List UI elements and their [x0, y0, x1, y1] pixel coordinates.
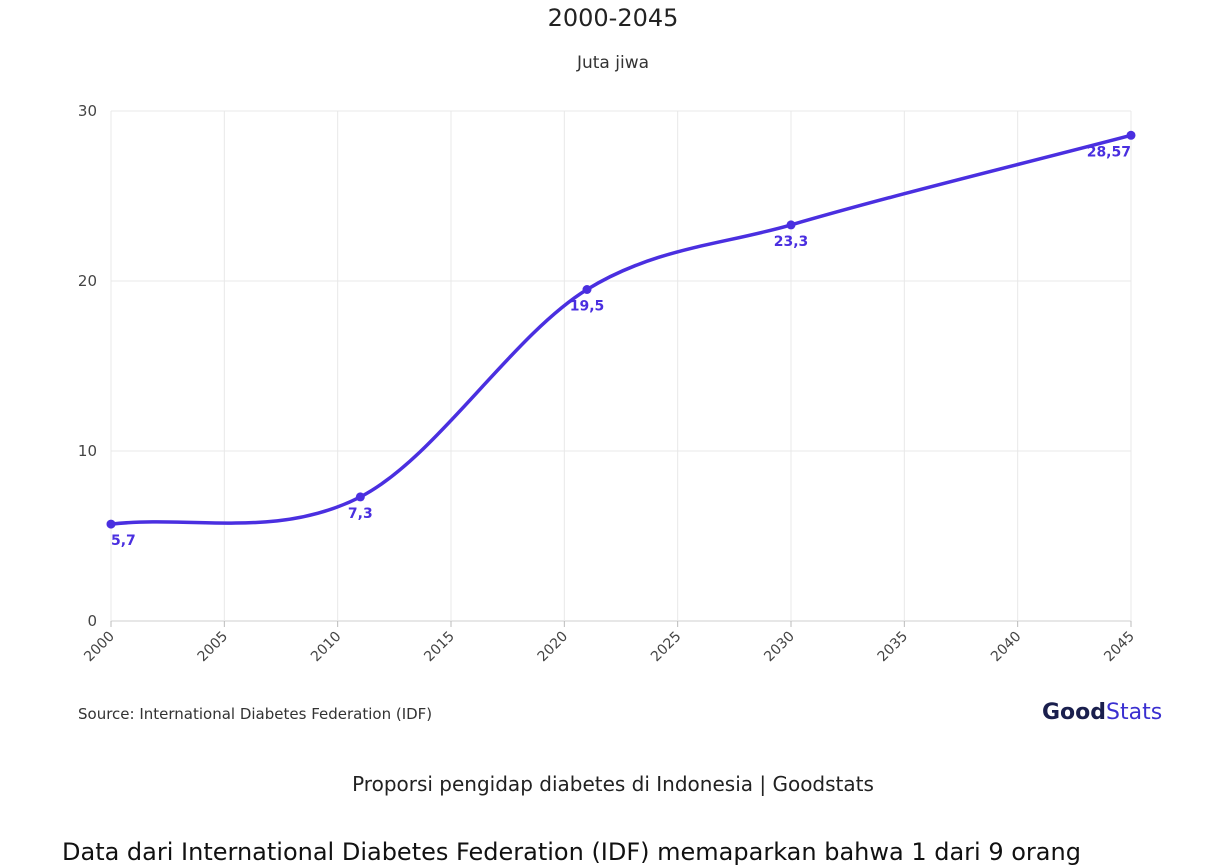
data-label: 28,57: [1087, 144, 1131, 160]
x-tick-label: 2040: [988, 629, 1025, 666]
data-labels: 5,7 7,3 19,5 23,3 28,57: [111, 144, 1131, 549]
data-point: [106, 519, 116, 529]
data-label: 23,3: [774, 234, 809, 250]
y-tick-label: 0: [87, 612, 97, 630]
unit-label: Juta jiwa: [576, 53, 650, 73]
x-tick-label: 2035: [875, 629, 912, 666]
data-label: 5,7: [111, 533, 136, 549]
y-tick-label: 20: [78, 272, 97, 290]
data-label: 19,5: [570, 299, 605, 315]
data-label: 7,3: [348, 506, 373, 522]
x-tick-label: 2015: [421, 629, 458, 666]
data-point: [786, 220, 796, 230]
x-tick-label: 2005: [195, 629, 232, 666]
x-tick-label: 2030: [761, 629, 798, 666]
y-tick-label: 10: [78, 442, 97, 460]
series-line: [109, 133, 1133, 526]
x-tick-label: 2020: [535, 629, 572, 666]
data-points: [106, 130, 1136, 529]
source-note: Source: International Diabetes Federatio…: [78, 705, 433, 723]
grid-lines: [110, 110, 1132, 627]
image-caption: Proporsi pengidap diabetes di Indonesia …: [352, 772, 874, 796]
x-tick-label: 2045: [1101, 629, 1138, 666]
data-point: [582, 285, 592, 294]
data-point: [1126, 130, 1136, 140]
goodstats-logo: GoodStats: [1042, 700, 1163, 725]
chart-subtitle: 2000-2045: [547, 4, 679, 32]
article-body-text: Data dari International Diabetes Federat…: [62, 838, 1081, 866]
x-tick-label: 2010: [308, 629, 345, 666]
x-tick-label: 2000: [81, 629, 118, 666]
y-axis-ticks: 0 10 20 30: [78, 102, 97, 630]
y-tick-label: 30: [78, 102, 97, 120]
x-tick-label: 2025: [648, 629, 685, 666]
data-point: [355, 492, 365, 502]
x-axis-ticks: 2000 2005 2010 2015 2020 2025 2030 2035 2040 2045: [81, 629, 1138, 666]
